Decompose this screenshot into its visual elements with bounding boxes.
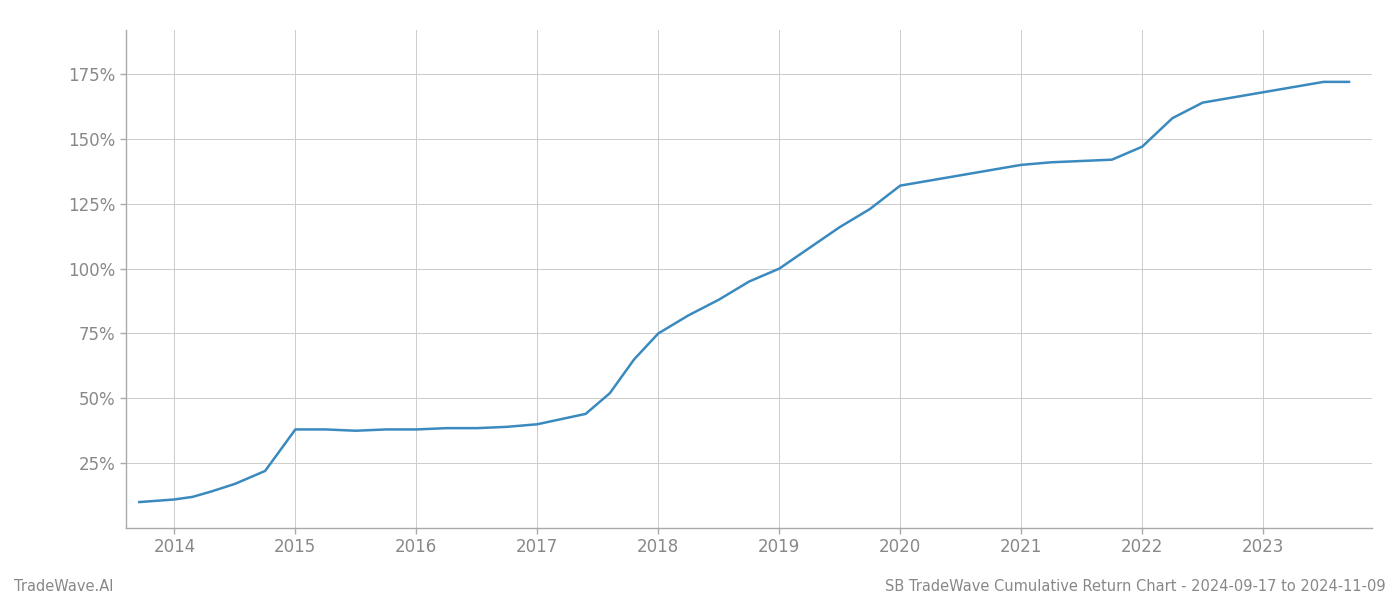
Text: SB TradeWave Cumulative Return Chart - 2024-09-17 to 2024-11-09: SB TradeWave Cumulative Return Chart - 2… <box>885 579 1386 594</box>
Text: TradeWave.AI: TradeWave.AI <box>14 579 113 594</box>
